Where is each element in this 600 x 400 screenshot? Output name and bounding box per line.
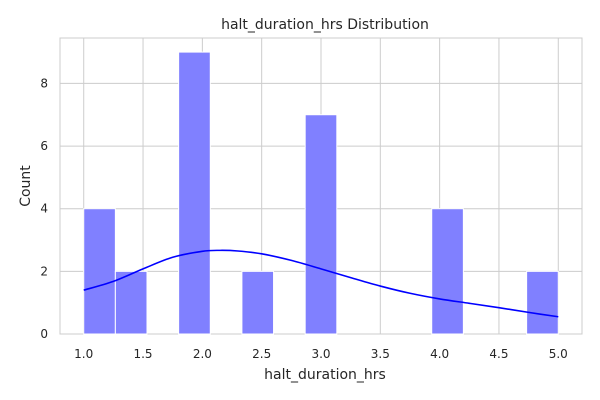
histogram-bar	[526, 270, 559, 335]
y-tick-label: 4	[40, 202, 48, 216]
x-tick-label: 4.5	[489, 347, 508, 361]
bars-layer	[83, 51, 559, 335]
histogram-bar	[114, 270, 148, 335]
kde-layer	[83, 249, 559, 318]
x-tick-label: 3.5	[371, 347, 390, 361]
ticks-layer: 1.0 1.5 2.0 2.5 3.0 3.5 4.0 4.5 5.0 0 2 4 6 8	[40, 76, 567, 361]
x-tick-label: 2.0	[193, 347, 212, 361]
y-tick-label: 0	[40, 327, 48, 341]
kde-curve	[83, 249, 559, 318]
y-tick-label: 6	[40, 139, 48, 153]
x-tick-label: 1.0	[74, 347, 93, 361]
x-tick-label: 2.5	[252, 347, 271, 361]
histogram-bar	[304, 114, 338, 335]
x-axis-label: halt_duration_hrs	[264, 367, 386, 383]
histogram-bar	[178, 51, 211, 335]
y-axis-label: Count	[18, 165, 34, 207]
y-tick-label: 8	[40, 76, 48, 90]
x-tick-label: 1.5	[133, 347, 152, 361]
x-tick-label: 3.0	[311, 347, 330, 361]
chart-title: halt_duration_hrs Distribution	[221, 17, 429, 33]
x-tick-label: 5.0	[549, 347, 568, 361]
histogram-bar	[431, 208, 464, 335]
x-tick-label: 4.0	[430, 347, 449, 361]
histogram-bar	[241, 270, 275, 335]
histogram-bar	[83, 208, 116, 335]
y-tick-label: 2	[40, 264, 48, 278]
